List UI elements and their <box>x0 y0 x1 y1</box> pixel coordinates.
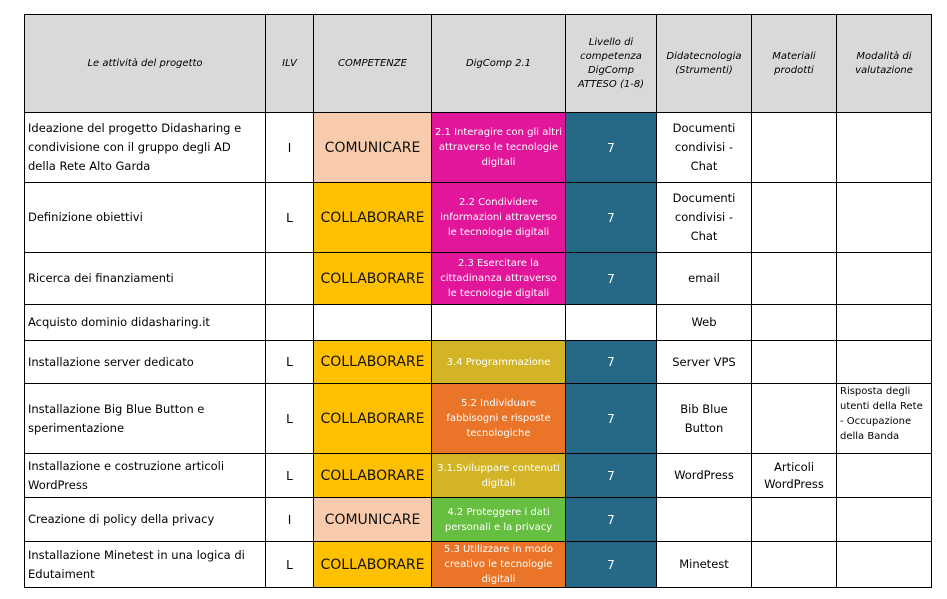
digcomp-cell: 2.1 Interagire con gli altri attraverso … <box>431 112 566 183</box>
level-cell <box>565 304 657 341</box>
header-digcomp: DigComp 2.1 <box>431 14 566 113</box>
header-row: Le attività del progetto ILV COMPETENZE … <box>24 14 932 113</box>
header-level: Livello di competenza DigComp ATTESO (1-… <box>565 14 657 113</box>
table-row: Creazione di policy della privacy I COMUNI… <box>24 497 932 542</box>
digcomp-cell <box>431 304 566 341</box>
material-cell: Articoli WordPress <box>751 453 837 498</box>
header-ilv: ILV <box>265 14 314 113</box>
activity-cell: Ideazione del progetto Didasharing e con… <box>24 112 266 183</box>
material-cell <box>751 112 837 183</box>
activity-cell: Acquisto dominio didasharing.it <box>24 304 266 341</box>
tool-cell: Bib Blue Button <box>656 383 752 454</box>
evaluation-cell <box>836 541 932 588</box>
evaluation-cell <box>836 182 932 253</box>
competenza-cell: COLLABORARE <box>313 252 432 305</box>
tool-cell: email <box>656 252 752 305</box>
table-row: Installazione e costruzione articoli Wor… <box>24 453 932 498</box>
competenza-cell: COLLABORARE <box>313 340 432 384</box>
level-cell: 7 <box>565 252 657 305</box>
digcomp-cell: 3.4 Programmazione <box>431 340 566 384</box>
material-cell <box>751 182 837 253</box>
evaluation-cell: Risposta degli utenti della Rete - Occup… <box>836 383 932 454</box>
competenza-cell: COLLABORARE <box>313 182 432 253</box>
level-cell: 7 <box>565 497 657 542</box>
activity-cell: Creazione di policy della privacy <box>24 497 266 542</box>
level-cell: 7 <box>565 453 657 498</box>
competency-table: Le attività del progetto ILV COMPETENZE … <box>24 14 932 588</box>
tool-cell: Web <box>656 304 752 341</box>
ilv-cell: L <box>265 453 314 498</box>
material-cell <box>751 541 837 588</box>
tool-cell: Documenti condivisi - Chat <box>656 112 752 183</box>
competenza-cell: COMUNICARE <box>313 497 432 542</box>
competenza-cell: COLLABORARE <box>313 383 432 454</box>
tool-cell <box>656 497 752 542</box>
header-activity: Le attività del progetto <box>24 14 266 113</box>
table-row: Acquisto dominio didasharing.it Web <box>24 304 932 341</box>
ilv-cell: I <box>265 497 314 542</box>
evaluation-cell <box>836 304 932 341</box>
material-cell <box>751 304 837 341</box>
material-cell <box>751 383 837 454</box>
tool-cell: Server VPS <box>656 340 752 384</box>
evaluation-cell <box>836 112 932 183</box>
table-row: Installazione Minetest in una logica di … <box>24 541 932 588</box>
digcomp-cell: 4.2 Proteggere i dati personali e la pri… <box>431 497 566 542</box>
level-cell: 7 <box>565 112 657 183</box>
material-cell <box>751 497 837 542</box>
competenza-cell <box>313 304 432 341</box>
activity-cell: Installazione Minetest in una logica di … <box>24 541 266 588</box>
digcomp-cell: 3.1.Sviluppare contenuti digitali <box>431 453 566 498</box>
tool-cell: WordPress <box>656 453 752 498</box>
header-didatecnologia: Didatecnologia (Strumenti) <box>656 14 752 113</box>
ilv-cell: I <box>265 112 314 183</box>
activity-cell: Ricerca dei finanziamenti <box>24 252 266 305</box>
competenza-cell: COLLABORARE <box>313 541 432 588</box>
table-row: Installazione server dedicato L COLLABORAR… <box>24 340 932 384</box>
digcomp-cell: 5.3 Utilizzare in modo creativo le tecno… <box>431 541 566 588</box>
table-row: Installazione Big Blue Button e sperimen… <box>24 383 932 454</box>
competenza-cell: COMUNICARE <box>313 112 432 183</box>
level-cell: 7 <box>565 541 657 588</box>
table-row: Definizione obiettivi L COLLABORARE 2.2 Con… <box>24 182 932 253</box>
table-row: Ricerca dei finanziamenti COLLABORARE 2.3 … <box>24 252 932 305</box>
ilv-cell: L <box>265 383 314 454</box>
ilv-cell <box>265 252 314 305</box>
level-cell: 7 <box>565 182 657 253</box>
evaluation-cell <box>836 252 932 305</box>
level-cell: 7 <box>565 383 657 454</box>
ilv-cell <box>265 304 314 341</box>
ilv-cell: L <box>265 541 314 588</box>
digcomp-cell: 2.3 Esercitare la cittadinanza attravers… <box>431 252 566 305</box>
ilv-cell: L <box>265 182 314 253</box>
level-cell: 7 <box>565 340 657 384</box>
activity-cell: Installazione Big Blue Button e sperimen… <box>24 383 266 454</box>
activity-cell: Installazione server dedicato <box>24 340 266 384</box>
ilv-cell: L <box>265 340 314 384</box>
evaluation-cell <box>836 340 932 384</box>
header-valutazione: Modalità di valutazione <box>836 14 932 113</box>
activity-cell: Definizione obiettivi <box>24 182 266 253</box>
material-cell <box>751 340 837 384</box>
competenza-cell: COLLABORARE <box>313 453 432 498</box>
activity-cell: Installazione e costruzione articoli Wor… <box>24 453 266 498</box>
digcomp-cell: 2.2 Condividere informazioni attraverso … <box>431 182 566 253</box>
header-competenze: COMPETENZE <box>313 14 432 113</box>
evaluation-cell <box>836 497 932 542</box>
table-row: Ideazione del progetto Didasharing e con… <box>24 112 932 183</box>
tool-cell: Minetest <box>656 541 752 588</box>
header-materiali: Materiali prodotti <box>751 14 837 113</box>
evaluation-cell <box>836 453 932 498</box>
material-cell <box>751 252 837 305</box>
tool-cell: Documenti condivisi - Chat <box>656 182 752 253</box>
digcomp-cell: 5.2 Individuare fabbisogni e risposte te… <box>431 383 566 454</box>
